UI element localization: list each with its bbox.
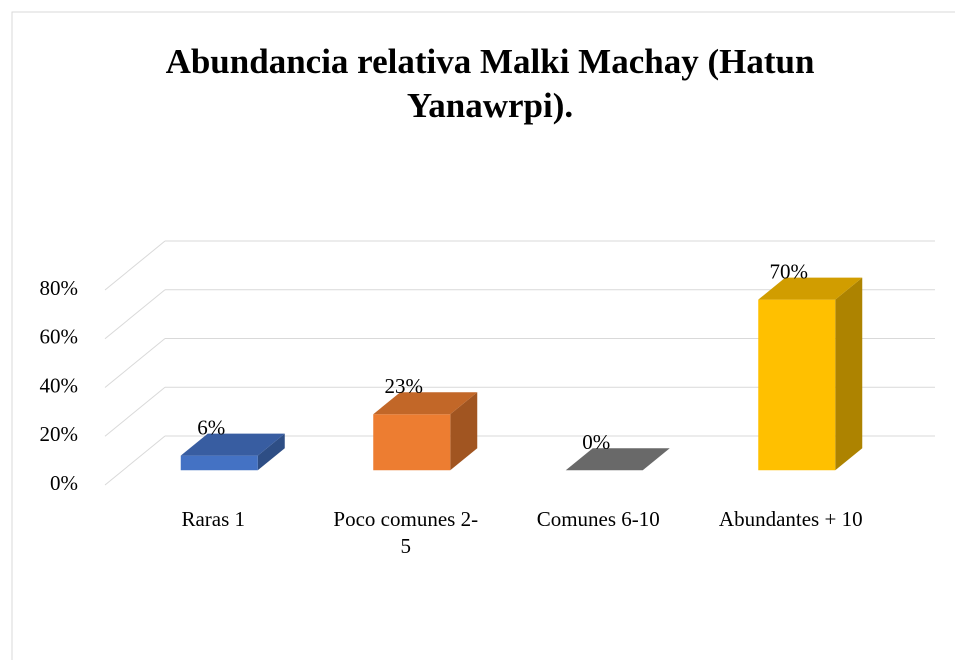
grid-line bbox=[104, 240, 166, 291]
bar-front bbox=[180, 455, 258, 471]
bar-side bbox=[450, 392, 478, 471]
x-tick-label: Abundantes + 10 bbox=[718, 507, 863, 531]
y-tick-label: 60% bbox=[40, 325, 79, 349]
bar-side bbox=[257, 433, 285, 471]
y-tick-label: 20% bbox=[40, 422, 79, 446]
bar-top bbox=[180, 433, 285, 456]
data-label: 6% bbox=[197, 415, 225, 439]
bar-top bbox=[565, 448, 670, 471]
x-tick-label: Raras 1 bbox=[181, 507, 246, 531]
data-label: 23% bbox=[385, 374, 424, 398]
chart-border bbox=[11, 11, 955, 660]
bar-top bbox=[758, 277, 863, 300]
bar-front bbox=[758, 299, 836, 471]
bar bbox=[180, 433, 285, 471]
grid-line bbox=[104, 435, 166, 486]
bar-side bbox=[835, 277, 863, 471]
y-tick-label: 40% bbox=[40, 373, 79, 397]
x-tick-label: Comunes 6-10 bbox=[536, 507, 660, 531]
y-tick-label: 0% bbox=[50, 471, 78, 495]
grid-line bbox=[104, 386, 166, 437]
bar-front bbox=[373, 414, 451, 471]
bar-top bbox=[373, 392, 478, 415]
data-label: 0% bbox=[582, 430, 610, 454]
x-tick-label: Poco comunes 2-5 bbox=[333, 507, 479, 558]
grid-line bbox=[104, 289, 166, 340]
bar bbox=[373, 392, 478, 471]
y-tick-label: 80% bbox=[40, 276, 79, 300]
bar bbox=[565, 448, 670, 471]
data-label: 70% bbox=[770, 259, 809, 283]
chart-title: Abundancia relativa Malki Machay (Hatun … bbox=[165, 42, 815, 125]
grid-line bbox=[104, 338, 166, 388]
bar bbox=[758, 277, 863, 471]
